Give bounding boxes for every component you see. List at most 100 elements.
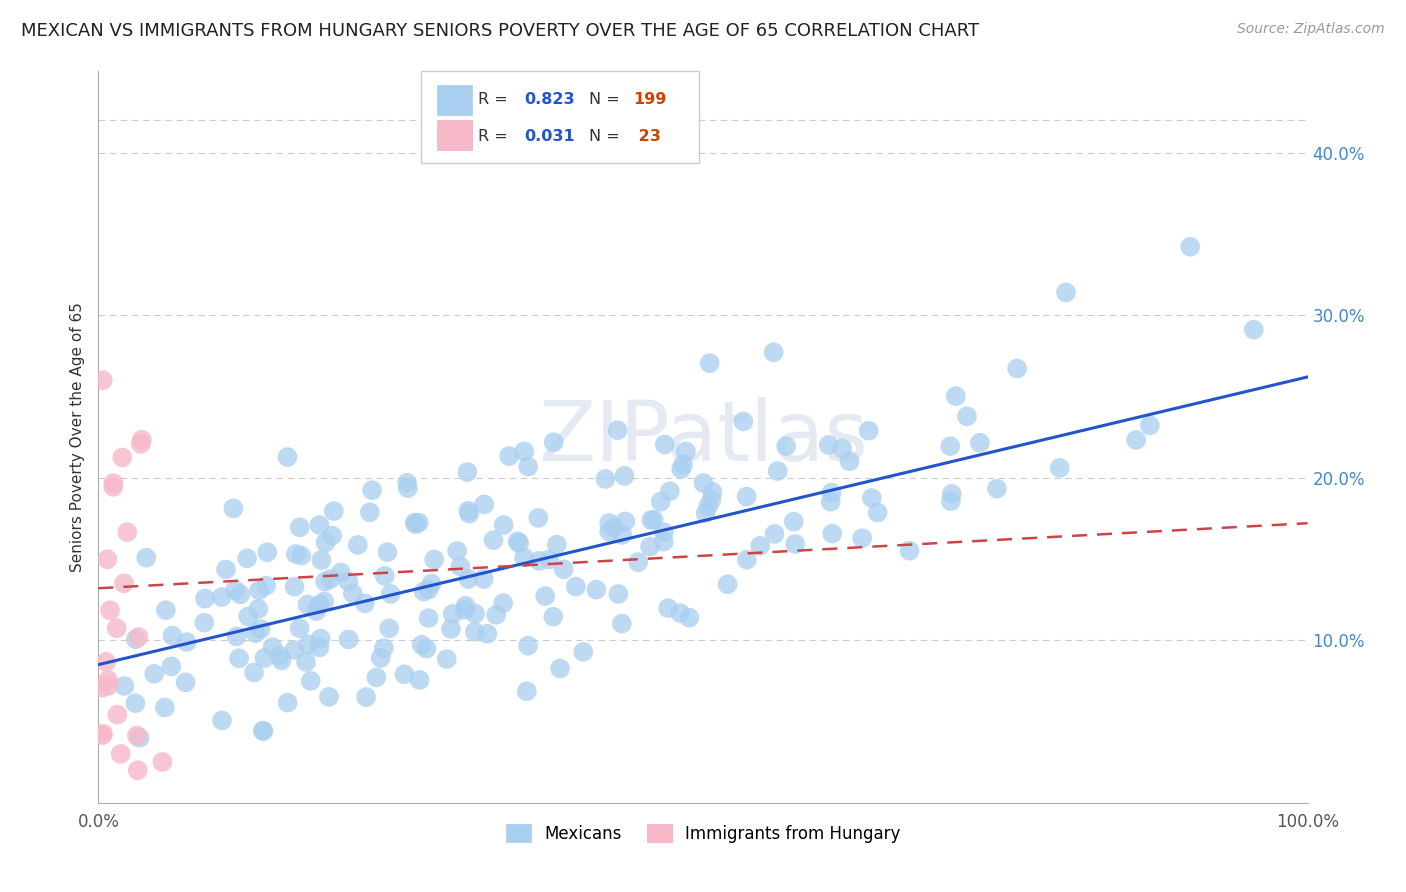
Point (785, 537, 807, 551)
Point (454, 599, 477, 613)
Point (1049, 461, 1071, 475)
Point (394, 667, 416, 681)
Point (290, 549, 312, 563)
Point (299, 673, 322, 688)
Point (669, 606, 692, 620)
Point (160, 659, 183, 673)
Point (700, 492, 723, 507)
Point (283, 580, 305, 594)
Point (702, 485, 724, 500)
Point (314, 574, 336, 589)
Point (517, 459, 540, 474)
Point (669, 462, 692, 476)
Point (1005, 361, 1028, 376)
Point (243, 665, 266, 680)
Point (253, 651, 276, 665)
Point (318, 690, 340, 704)
FancyBboxPatch shape (437, 120, 472, 150)
Point (117, 525, 139, 540)
Point (418, 611, 440, 625)
Point (103, 480, 125, 494)
Point (613, 469, 636, 483)
Point (378, 621, 401, 635)
Point (337, 632, 360, 647)
Point (252, 723, 274, 738)
Point (229, 587, 252, 601)
Point (650, 494, 672, 508)
Point (498, 449, 520, 463)
Point (699, 356, 721, 370)
Point (96, 552, 118, 566)
Point (408, 516, 430, 530)
Point (412, 584, 434, 599)
Point (238, 609, 260, 624)
Point (311, 553, 333, 567)
Point (411, 638, 433, 652)
Point (404, 516, 426, 530)
Point (162, 629, 184, 643)
Point (464, 607, 486, 621)
Point (211, 714, 233, 728)
Text: ZIPatlas: ZIPatlas (538, 397, 868, 477)
Point (831, 442, 853, 456)
Point (125, 729, 148, 743)
Point (472, 497, 495, 511)
Point (256, 545, 278, 559)
Point (517, 639, 540, 653)
Point (194, 591, 217, 606)
Point (527, 511, 550, 525)
Point (297, 637, 319, 651)
Point (418, 582, 440, 597)
Point (322, 504, 344, 518)
Point (516, 684, 538, 698)
Point (354, 690, 377, 704)
Point (277, 696, 299, 710)
Point (506, 534, 529, 549)
Point (131, 433, 153, 447)
Point (733, 414, 755, 428)
Point (308, 640, 330, 655)
Point (91, 728, 114, 742)
Point (941, 487, 963, 501)
Point (353, 596, 375, 610)
Point (276, 450, 298, 464)
Point (672, 458, 695, 472)
Point (492, 518, 515, 533)
FancyBboxPatch shape (422, 71, 699, 163)
Point (346, 538, 368, 552)
Point (658, 484, 681, 499)
Point (155, 603, 177, 617)
Point (485, 607, 508, 622)
Point (415, 641, 437, 656)
Point (295, 655, 318, 669)
Text: 0.823: 0.823 (524, 92, 575, 107)
Text: N =: N = (589, 92, 626, 107)
Point (314, 594, 336, 608)
Point (585, 582, 607, 597)
Point (817, 438, 839, 452)
Point (153, 700, 176, 714)
Point (262, 640, 284, 655)
Point (939, 439, 962, 453)
Point (820, 485, 842, 500)
Point (606, 423, 628, 437)
Point (638, 540, 661, 554)
Point (366, 670, 388, 684)
Point (97, 679, 120, 693)
Point (1125, 433, 1147, 447)
Point (193, 615, 215, 630)
Point (945, 389, 967, 403)
Point (766, 464, 789, 478)
Point (610, 616, 633, 631)
Point (652, 534, 675, 549)
Point (105, 621, 128, 635)
Point (612, 528, 634, 542)
Point (858, 424, 880, 438)
Point (329, 566, 352, 580)
Point (103, 476, 125, 491)
Point (541, 609, 564, 624)
Point (675, 444, 697, 458)
Text: N =: N = (589, 128, 626, 144)
Point (288, 520, 311, 534)
Point (640, 513, 662, 527)
